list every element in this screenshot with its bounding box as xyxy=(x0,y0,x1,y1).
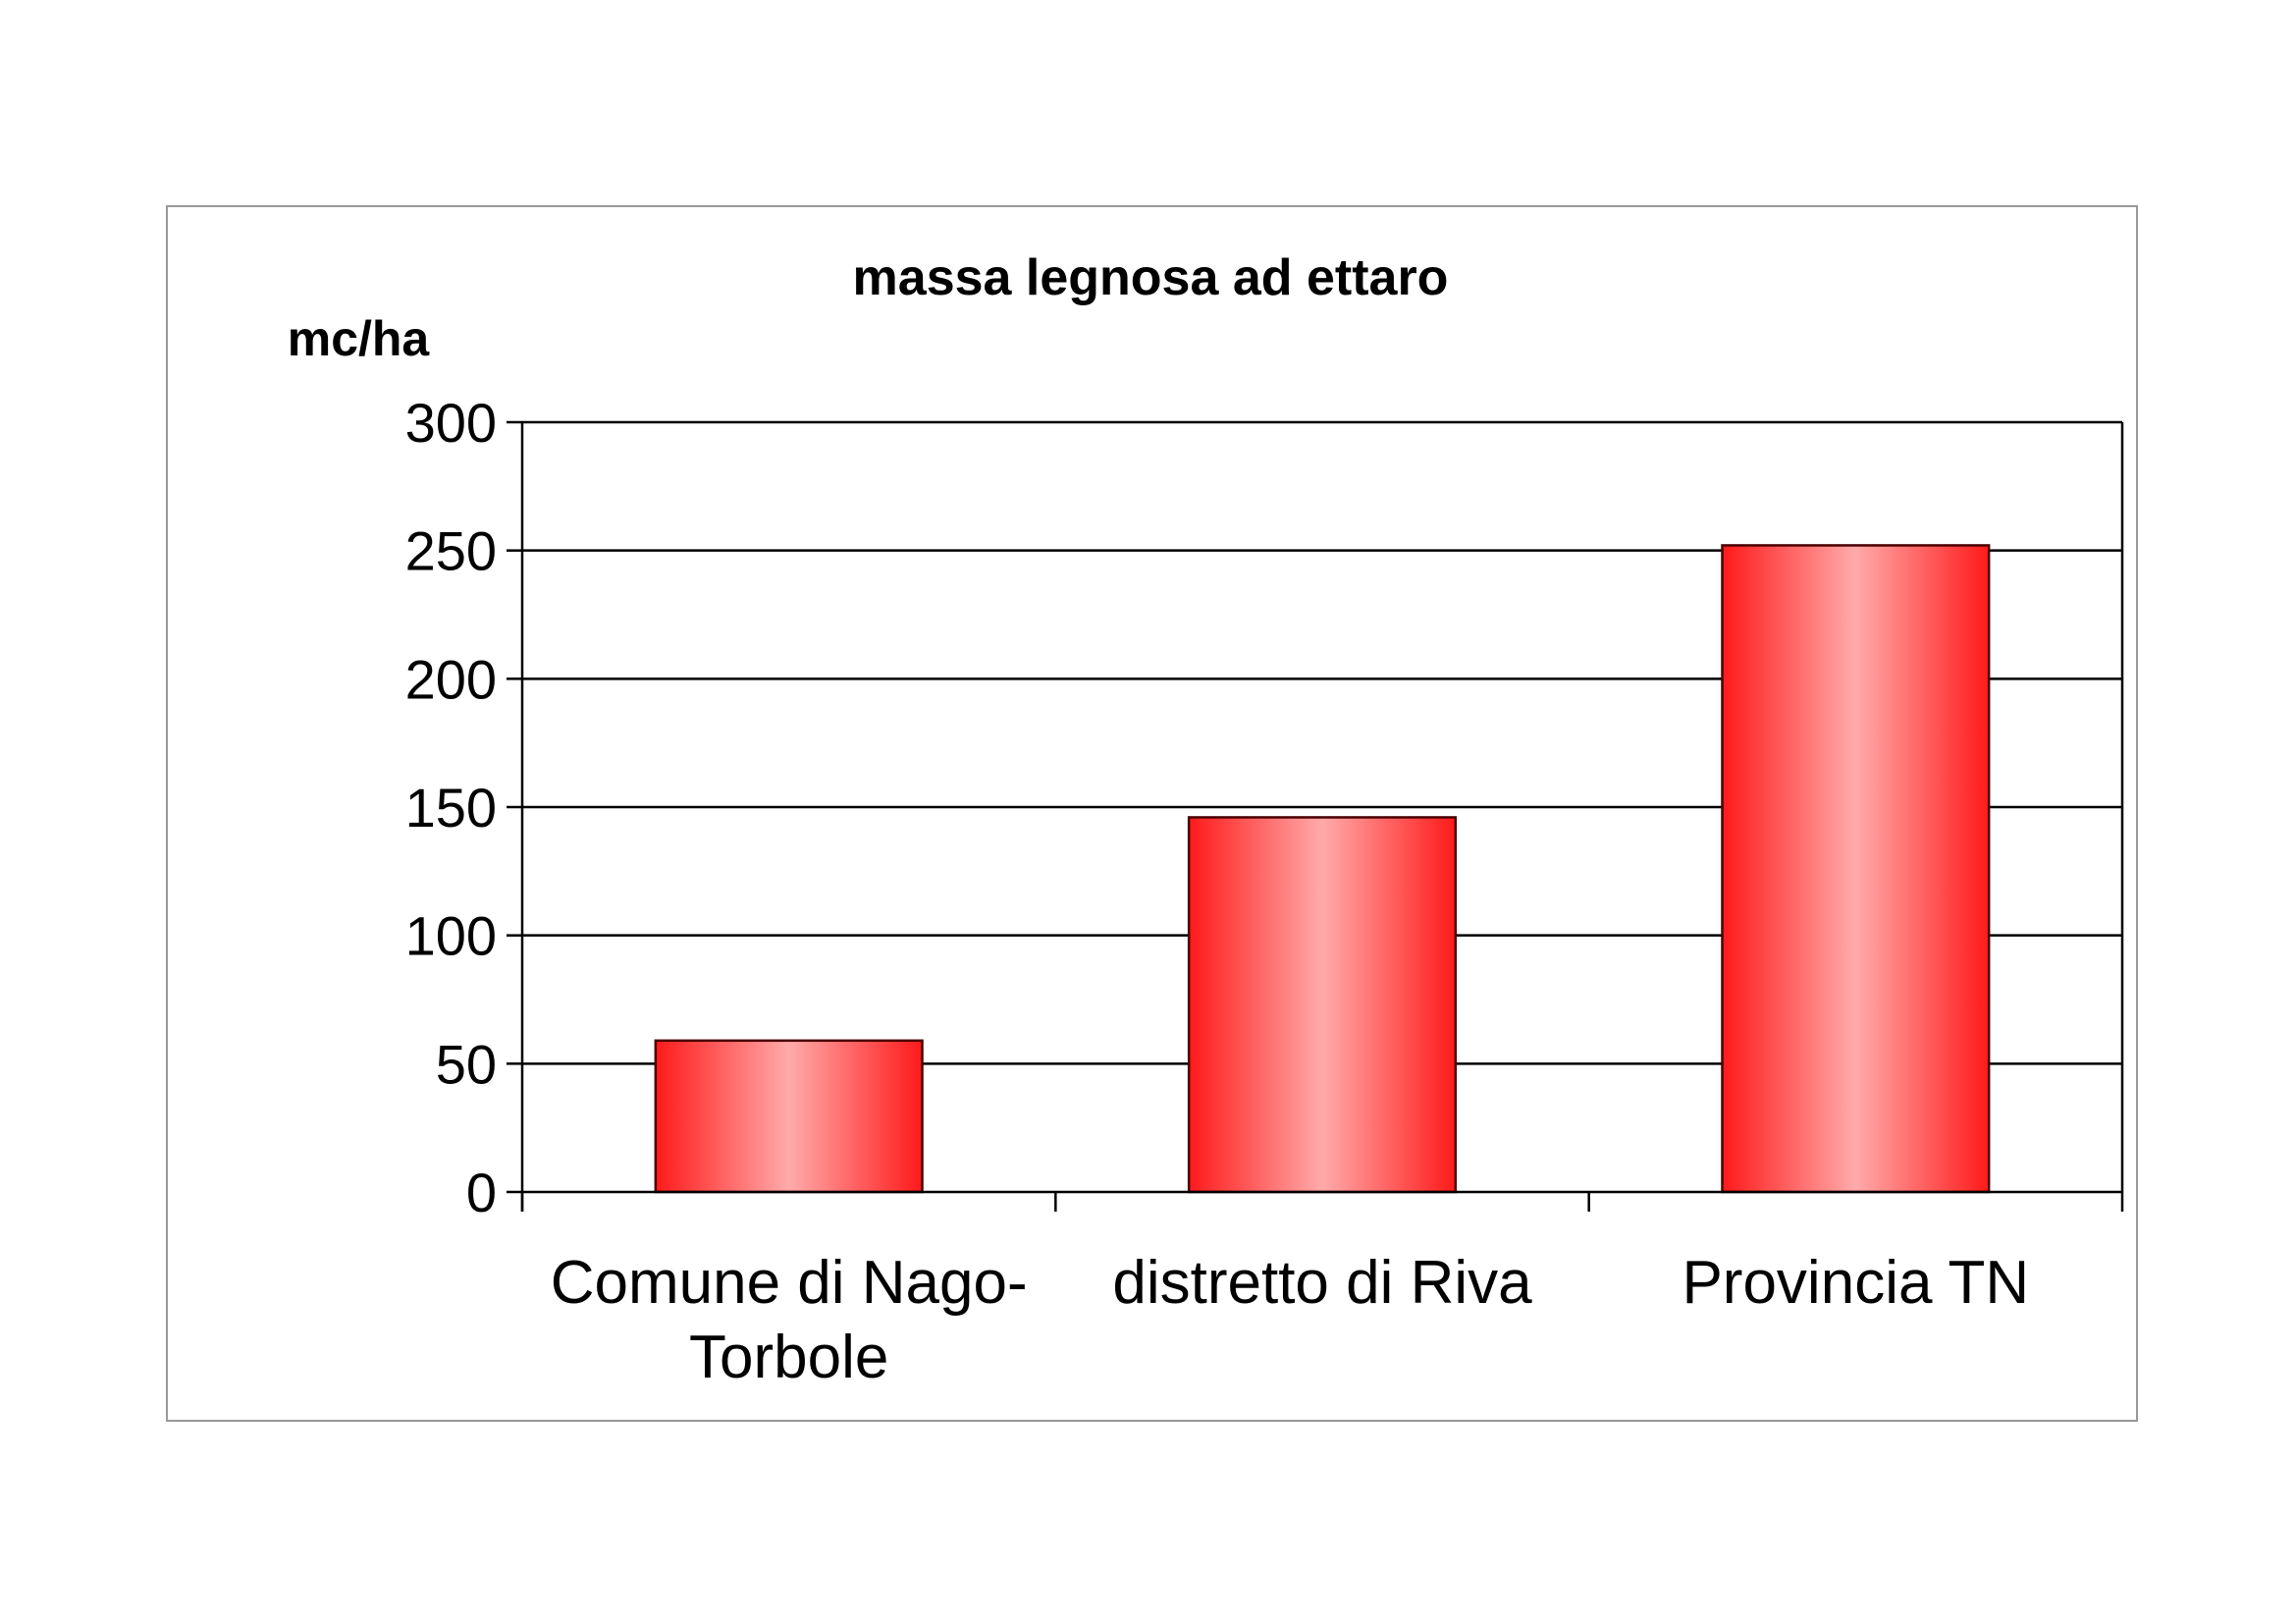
x-tick-label-2-0: Provincia TN xyxy=(1682,1249,2029,1317)
y-tick-label-0: 0 xyxy=(466,1162,497,1223)
chart-title: massa legnosa ad ettaro xyxy=(853,249,1449,306)
x-tick-label-0-0: Comune di Nago- xyxy=(551,1249,1028,1317)
x-tick-label-0-1: Torbole xyxy=(689,1324,888,1391)
x-tick-label-1-0: distretto di Riva xyxy=(1112,1249,1532,1317)
bar-2 xyxy=(1721,544,1991,1194)
y-tick-label-50: 50 xyxy=(436,1033,497,1095)
x-tick-labels: Comune di Nago- Torbole distretto di Riva P… xyxy=(551,1249,2030,1391)
axes xyxy=(520,422,2124,1212)
bar-0 xyxy=(654,1039,924,1194)
y-tick-label-300: 300 xyxy=(405,392,497,454)
y-tick-label-200: 200 xyxy=(405,648,497,710)
y-tick-label-150: 150 xyxy=(405,777,497,839)
y-tick-label-250: 250 xyxy=(405,520,497,582)
y-tick-labels: 0 50 100 150 200 250 300 xyxy=(405,392,497,1223)
y-tick-label-100: 100 xyxy=(405,905,497,967)
bars xyxy=(654,544,1991,1194)
bar-1 xyxy=(1187,816,1458,1194)
y-axis-label: mc/ha xyxy=(288,311,431,366)
